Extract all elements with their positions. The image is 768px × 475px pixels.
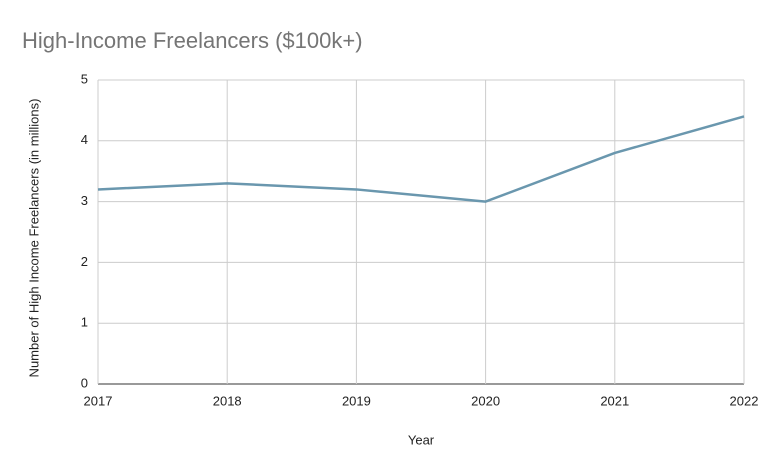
data-line (97, 115, 745, 203)
x-tick-label: 2018 (213, 393, 242, 408)
y-tick-label: 1 (81, 315, 88, 330)
y-tick-label: 0 (81, 375, 88, 390)
x-tick-label: 2020 (471, 393, 500, 408)
x-tick-label: 2021 (600, 393, 629, 408)
chart-title: High-Income Freelancers ($100k+) (22, 28, 363, 53)
y-tick-label: 3 (81, 193, 88, 208)
y-tick-label: 5 (81, 71, 88, 86)
x-axis-label: Year (408, 432, 435, 447)
y-tick-label: 4 (81, 132, 88, 147)
x-tick-label: 2019 (342, 393, 371, 408)
x-tick-label: 2017 (84, 393, 113, 408)
y-tick-label: 2 (81, 254, 88, 269)
x-tick-label: 2022 (730, 393, 759, 408)
y-axis-label: Number of High Income Freelancers (in mi… (26, 99, 41, 378)
